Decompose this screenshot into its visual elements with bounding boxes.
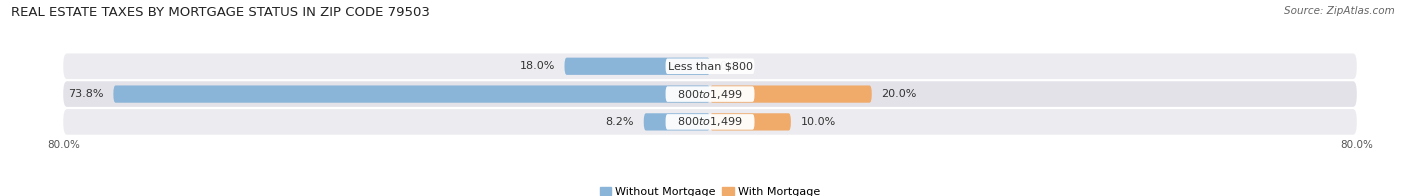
Text: REAL ESTATE TAXES BY MORTGAGE STATUS IN ZIP CODE 79503: REAL ESTATE TAXES BY MORTGAGE STATUS IN … [11, 6, 430, 19]
Text: 18.0%: 18.0% [519, 61, 555, 71]
Text: 20.0%: 20.0% [882, 89, 917, 99]
FancyBboxPatch shape [644, 113, 710, 131]
FancyBboxPatch shape [710, 85, 872, 103]
Text: 10.0%: 10.0% [800, 117, 835, 127]
Text: Less than $800: Less than $800 [668, 61, 752, 71]
Text: Source: ZipAtlas.com: Source: ZipAtlas.com [1284, 6, 1395, 16]
FancyBboxPatch shape [63, 54, 1357, 79]
FancyBboxPatch shape [63, 81, 1357, 107]
Text: 73.8%: 73.8% [69, 89, 104, 99]
Text: 0.0%: 0.0% [720, 61, 748, 71]
FancyBboxPatch shape [665, 86, 755, 102]
FancyBboxPatch shape [565, 58, 710, 75]
Legend: Without Mortgage, With Mortgage: Without Mortgage, With Mortgage [598, 184, 823, 196]
FancyBboxPatch shape [710, 113, 790, 131]
FancyBboxPatch shape [63, 109, 1357, 135]
Text: $800 to $1,499: $800 to $1,499 [678, 115, 742, 128]
FancyBboxPatch shape [665, 114, 755, 130]
Text: $800 to $1,499: $800 to $1,499 [678, 88, 742, 101]
Text: 8.2%: 8.2% [606, 117, 634, 127]
FancyBboxPatch shape [114, 85, 710, 103]
FancyBboxPatch shape [665, 58, 755, 74]
